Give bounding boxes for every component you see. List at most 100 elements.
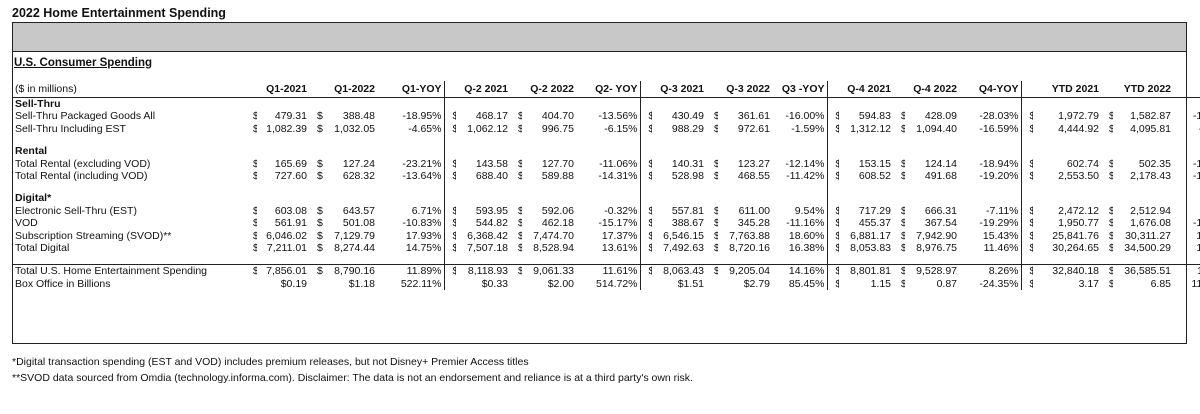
value-cell: 165.69	[274, 157, 307, 170]
table-row: Subscription Streaming (SVOD)** $6,046.02…	[13, 229, 1200, 243]
empty-cell	[718, 145, 772, 157]
currency-symbol: $	[253, 242, 257, 255]
value-cell: 1,972.79	[1058, 110, 1099, 123]
empty-cell	[1113, 98, 1173, 111]
currency-symbol: $	[518, 204, 522, 217]
currency-symbol: $	[714, 242, 718, 255]
empty-cell	[706, 192, 718, 204]
currency-symbol: $	[893, 264, 905, 278]
yoy-cell: 17.37%	[601, 229, 638, 242]
value-cell: 345.28	[737, 217, 770, 230]
value-cell: $0.33	[481, 277, 508, 290]
empty-cell	[706, 145, 718, 157]
yoy-cell: -10.83%	[402, 217, 442, 230]
value-cell: 9,528.97	[905, 264, 959, 278]
group-row-digital: Digital*	[13, 192, 1200, 205]
empty-cell	[309, 145, 323, 157]
value-cell: 8,720.16	[729, 242, 770, 255]
units-label: ($ in millions)	[13, 81, 245, 98]
empty-cell	[839, 135, 893, 145]
spacer-row	[13, 182, 1200, 193]
empty-cell	[323, 182, 377, 192]
empty-cell	[522, 192, 576, 204]
value-cell: 727.60	[274, 170, 307, 183]
empty-cell	[1101, 145, 1113, 157]
value-cell: 1,312.12	[850, 122, 891, 135]
empty-cell	[1020, 192, 1033, 205]
value-cell: $2.00	[547, 277, 574, 290]
value-cell: 25,841.76	[1052, 229, 1099, 242]
table-row: Sell-Thru Packaged Goods All $479.31 $388.…	[13, 110, 1200, 123]
empty-cell	[576, 192, 640, 204]
value-cell: 1,094.40	[916, 122, 957, 135]
currency-symbol: $	[706, 264, 718, 278]
value-cell: $2.79	[743, 277, 770, 290]
currency-symbol: $	[253, 170, 257, 183]
empty-cell	[522, 182, 576, 192]
empty-cell	[323, 135, 377, 145]
value-cell: 1,062.12	[467, 122, 508, 135]
currency-symbol: $	[826, 217, 839, 230]
empty-cell	[456, 182, 510, 192]
footnote-digital: *Digital transaction spending (EST and V…	[12, 356, 529, 368]
yoy-cell: -7.85%	[1173, 123, 1200, 135]
value-cell: 468.17	[475, 110, 508, 123]
empty-cell	[1113, 192, 1173, 204]
empty-cell	[443, 254, 456, 265]
empty-cell	[1101, 254, 1113, 265]
value-cell: 2,178.43	[1130, 170, 1171, 183]
value-cell: 717.29	[858, 204, 891, 217]
empty-cell	[959, 182, 1021, 192]
empty-cell	[576, 98, 640, 111]
empty-cell	[959, 145, 1021, 157]
value-cell: 2,472.12	[1058, 204, 1099, 217]
empty-cell	[245, 192, 257, 204]
value-cell: 666.31	[924, 204, 957, 217]
currency-symbol: $	[443, 264, 456, 278]
currency-symbol: $	[901, 242, 905, 255]
empty-cell	[1173, 254, 1200, 265]
column-header: Q3 -YOY	[772, 81, 827, 98]
empty-cell	[456, 254, 510, 265]
value-cell: 361.61	[737, 110, 770, 123]
header-row: ($ in millions) Q1-2021 Q1-2022 Q1-YOY Q-2 2…	[13, 81, 1200, 98]
empty-cell	[893, 254, 905, 265]
yoy-cell: 16.38%	[788, 242, 825, 255]
empty-cell	[652, 145, 706, 157]
empty-cell	[576, 182, 640, 192]
value-cell: 2,553.50	[1058, 170, 1099, 183]
value-cell: 153.15	[858, 157, 891, 170]
currency-symbol: $	[1101, 264, 1113, 278]
empty-cell	[1101, 182, 1113, 192]
value-cell: 8,801.81	[839, 264, 893, 278]
currency-symbol: $	[518, 110, 522, 123]
empty-cell	[377, 192, 444, 204]
currency-symbol: $	[714, 204, 718, 217]
empty-cell	[905, 254, 959, 265]
empty-cell	[839, 145, 893, 157]
value-cell: 6,046.02	[266, 229, 307, 242]
currency-symbol: $	[826, 277, 839, 291]
table-row: Total Rental (including VOD) $727.60 $628.…	[13, 170, 1200, 183]
row-label: Total Rental (including VOD)	[15, 170, 148, 183]
column-header: Q-2 2022	[510, 81, 576, 98]
empty-cell	[13, 254, 245, 265]
table-row: Electronic Sell-Thru (EST) $603.08 $643.57…	[13, 204, 1200, 218]
yoy-cell: 15.43%	[982, 229, 1019, 242]
column-header: Q1-YOY	[377, 81, 444, 98]
yoy-cell: -19.20%	[979, 170, 1019, 183]
currency-symbol: $	[639, 242, 652, 255]
currency-symbol	[639, 277, 652, 291]
currency-symbol: $	[309, 264, 323, 278]
empty-cell	[522, 135, 576, 145]
yoy-cell: -11.16%	[786, 217, 825, 230]
yoy-cell: 514.72%	[596, 277, 638, 290]
currency-symbol: $	[1020, 242, 1033, 255]
empty-cell	[718, 182, 772, 192]
empty-cell	[652, 192, 706, 204]
empty-cell	[706, 182, 718, 192]
currency-symbol: $	[1020, 122, 1033, 136]
empty-cell	[1113, 145, 1173, 157]
empty-cell	[257, 135, 309, 145]
value-cell: 8,790.16	[323, 264, 377, 278]
